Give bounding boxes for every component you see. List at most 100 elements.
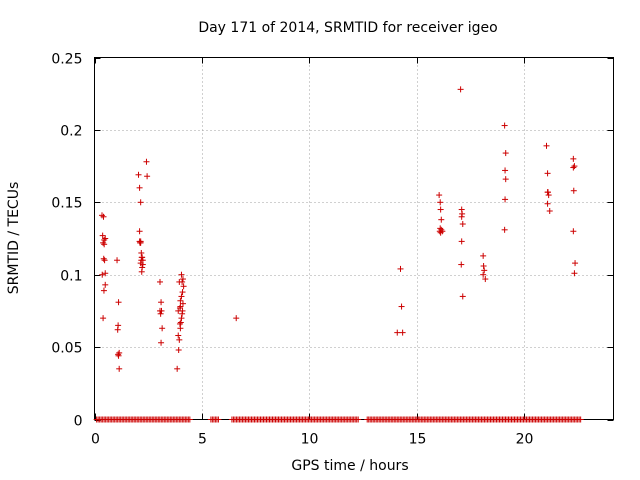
data-point — [480, 263, 487, 270]
data-point — [176, 336, 183, 343]
data-point — [544, 170, 551, 177]
data-point — [100, 315, 107, 322]
data-point — [397, 265, 404, 272]
data-point — [136, 184, 143, 191]
data-point — [179, 276, 186, 283]
data-point — [459, 221, 466, 228]
data-point — [176, 278, 183, 285]
data-point — [116, 365, 123, 372]
y-tick-label: 0.2 — [60, 124, 82, 140]
y-tick-label: 0.1 — [60, 269, 82, 285]
zero-point — [186, 416, 193, 423]
data-point — [100, 213, 107, 220]
data-point — [139, 254, 146, 261]
data-point — [543, 142, 550, 149]
x-tick-label: 0 — [91, 432, 100, 448]
y-axis-label: SRMTID / TECUs — [6, 182, 22, 295]
data-point — [438, 216, 445, 223]
data-point — [99, 271, 106, 278]
data-point — [157, 310, 164, 317]
data-point — [458, 238, 465, 245]
data-point — [159, 325, 166, 332]
data-point — [175, 307, 182, 314]
data-point — [571, 270, 578, 277]
data-point — [459, 293, 466, 300]
data-point — [174, 365, 181, 372]
data-point — [138, 268, 145, 275]
data-point — [102, 270, 109, 277]
y-tick-label: 0.25 — [51, 52, 82, 68]
data-point — [457, 86, 464, 93]
x-tick-label: 5 — [198, 432, 207, 448]
data-point — [143, 158, 150, 165]
data-point — [179, 289, 186, 296]
data-point — [156, 307, 163, 314]
data-point — [179, 300, 186, 307]
data-point — [502, 176, 509, 183]
data-point — [458, 213, 465, 220]
data-point — [99, 212, 106, 219]
data-point — [115, 351, 122, 358]
x-tick-label: 10 — [301, 432, 319, 448]
x-tick-label: 15 — [409, 432, 427, 448]
data-point — [439, 228, 446, 235]
data-point — [502, 167, 509, 174]
data-point — [502, 196, 509, 203]
data-point — [180, 283, 187, 290]
data-point — [481, 267, 488, 274]
data-point — [137, 199, 144, 206]
data-point — [398, 303, 405, 310]
data-point — [102, 235, 109, 242]
data-point — [175, 332, 182, 339]
data-point — [570, 164, 577, 171]
y-tick-label: 0.15 — [51, 196, 82, 212]
data-point — [436, 192, 443, 199]
data-point — [144, 173, 151, 180]
data-point — [570, 228, 577, 235]
y-tick-label: 0 — [74, 414, 83, 430]
data-point — [136, 238, 143, 245]
data-point — [544, 200, 551, 207]
zero-point — [577, 416, 584, 423]
data-point — [571, 163, 578, 170]
data-points — [93, 86, 584, 423]
data-point — [135, 171, 142, 178]
data-point — [572, 260, 579, 267]
data-point — [115, 299, 122, 306]
data-point — [233, 315, 240, 322]
zero-point — [355, 416, 362, 423]
x-tick-label: 20 — [516, 432, 534, 448]
data-point — [546, 207, 553, 214]
data-point — [177, 319, 184, 326]
data-point — [437, 206, 444, 213]
data-point — [458, 261, 465, 268]
y-tick-label: 0.05 — [51, 341, 82, 357]
data-point — [175, 346, 182, 353]
data-point — [114, 257, 121, 264]
data-point — [178, 271, 185, 278]
data-point — [178, 315, 185, 322]
data-point — [100, 287, 107, 294]
data-point — [158, 339, 165, 346]
data-point — [480, 271, 487, 278]
data-point — [482, 276, 489, 283]
data-point — [501, 226, 508, 233]
data-point — [438, 226, 445, 233]
data-point — [480, 252, 487, 259]
data-point — [570, 187, 577, 194]
data-point — [102, 281, 109, 288]
data-point — [137, 239, 144, 246]
data-point — [437, 199, 444, 206]
data-point — [156, 278, 163, 285]
data-point — [502, 150, 509, 157]
data-point — [114, 326, 121, 333]
data-point — [544, 189, 551, 196]
axis-ticks: 0 5 10 15 20 0 0.05 0.1 0.15 0.2 0.25 — [51, 52, 614, 448]
data-point — [545, 192, 552, 199]
data-point — [176, 320, 183, 327]
grid-lines — [94, 57, 614, 420]
data-point — [101, 241, 108, 248]
data-point — [99, 232, 106, 239]
zero-point — [215, 416, 222, 423]
